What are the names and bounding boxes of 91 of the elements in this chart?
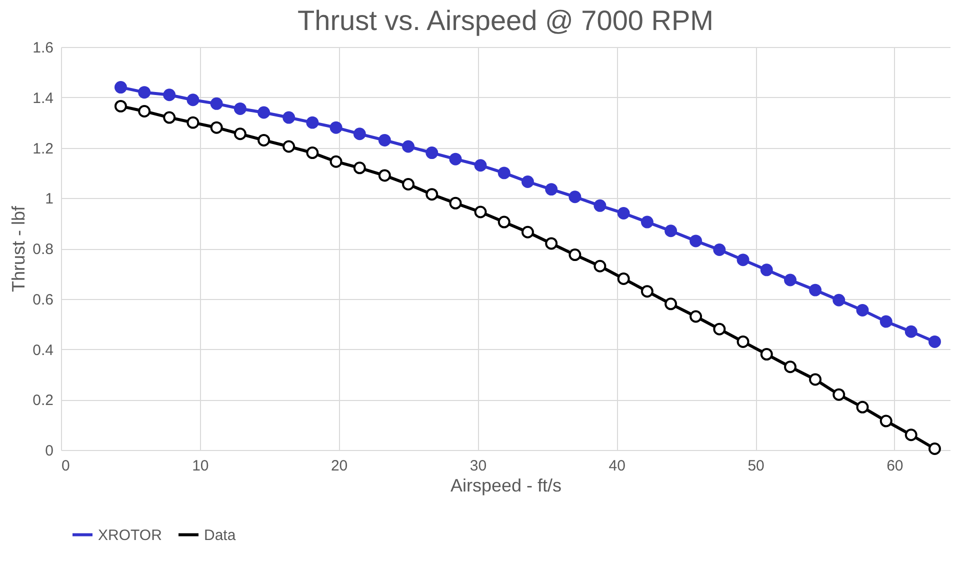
point <box>330 121 342 134</box>
point <box>234 102 246 115</box>
point <box>568 248 582 262</box>
point <box>713 244 726 256</box>
legend-label: Data <box>204 526 236 544</box>
point <box>904 428 918 442</box>
point <box>690 310 702 323</box>
point <box>138 86 151 99</box>
point <box>594 260 606 272</box>
point <box>594 199 606 212</box>
point <box>760 264 773 276</box>
point <box>474 206 487 218</box>
point <box>306 116 319 129</box>
point <box>138 104 151 118</box>
point <box>474 159 487 172</box>
point <box>664 224 678 238</box>
point <box>856 400 869 414</box>
point <box>353 162 366 174</box>
point <box>258 106 270 119</box>
point <box>378 134 391 146</box>
point <box>809 284 822 296</box>
point <box>880 315 892 328</box>
y-tick-label: 0.6 <box>32 291 54 308</box>
point <box>832 388 846 401</box>
y-tick-label: 0.4 <box>32 342 54 359</box>
y-tick-label: 1.4 <box>32 90 54 107</box>
point <box>856 304 869 316</box>
point <box>114 100 127 112</box>
point <box>545 237 558 250</box>
point <box>330 155 342 168</box>
x-tick-label: 30 <box>470 458 487 474</box>
point <box>498 216 510 228</box>
point <box>210 97 223 110</box>
point <box>832 294 846 306</box>
point <box>521 226 534 238</box>
point <box>426 146 438 160</box>
y-tick-label: 1.6 <box>32 40 54 56</box>
point <box>306 146 319 160</box>
point <box>784 360 796 374</box>
point <box>210 121 223 134</box>
x-tick-label: 50 <box>748 458 764 474</box>
y-tick-label: 0.2 <box>32 392 54 410</box>
y-tick-label: 0 <box>45 442 54 460</box>
point <box>234 128 246 140</box>
y-tick-label: 1 <box>45 190 54 208</box>
point <box>449 196 462 210</box>
point <box>426 188 438 201</box>
point <box>402 178 415 191</box>
point <box>784 274 796 286</box>
point <box>402 140 415 153</box>
point <box>617 272 630 285</box>
point <box>664 298 678 310</box>
point <box>736 335 750 348</box>
point <box>378 169 391 182</box>
x-tick-label: 0 <box>62 458 70 474</box>
point <box>353 128 366 140</box>
point <box>163 111 176 124</box>
point <box>713 322 726 336</box>
point <box>690 234 702 248</box>
y-axis-title: Thrust - lbf <box>8 205 29 292</box>
point <box>186 116 200 129</box>
x-tick-label: 60 <box>886 458 904 474</box>
x-tick-label: 10 <box>192 458 209 474</box>
point <box>640 216 654 228</box>
point <box>928 335 941 348</box>
y-tick-label: 1.2 <box>32 140 54 158</box>
point <box>498 166 510 180</box>
point <box>114 81 127 94</box>
x-tick-label: 20 <box>330 458 348 474</box>
point <box>880 414 892 428</box>
point <box>163 88 176 102</box>
point <box>186 94 200 106</box>
x-tick-label: 40 <box>608 458 626 474</box>
point <box>760 348 773 361</box>
point <box>736 254 750 266</box>
legend-label: XROTOR <box>98 526 162 544</box>
point <box>640 285 654 298</box>
point <box>568 190 582 204</box>
point <box>545 183 558 196</box>
point <box>521 176 534 188</box>
point <box>617 207 630 220</box>
point <box>809 373 822 386</box>
point <box>928 442 941 455</box>
point <box>282 140 296 153</box>
y-tick-label: 0.8 <box>32 241 54 258</box>
point <box>904 325 918 338</box>
point <box>449 152 462 166</box>
x-axis-title: Airspeed - ft/s <box>450 476 562 496</box>
chart-title: Thrust vs. Airspeed @ 7000 RPM <box>298 5 714 36</box>
point <box>282 111 296 124</box>
point <box>258 134 270 146</box>
